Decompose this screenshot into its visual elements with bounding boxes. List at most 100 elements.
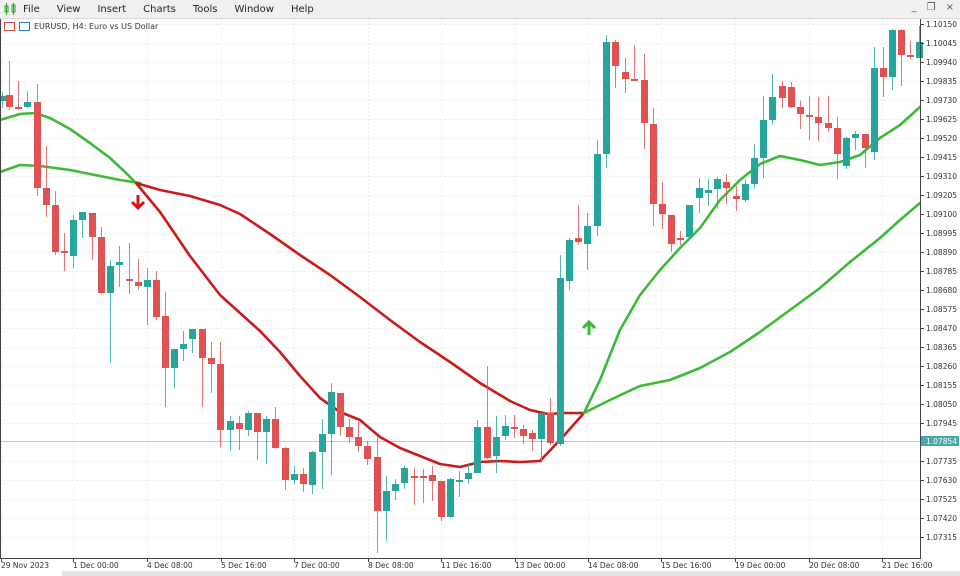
minimize-icon[interactable]: _ [911,2,917,13]
bearish-candle [520,425,527,444]
time-label: 4 Dec 08:00 [147,561,193,570]
time-label: 21 Dec 16:00 [882,561,933,570]
bullish-candle [79,212,86,238]
price-label: 1.10150 [926,20,957,29]
price-label: 1.08575 [926,305,957,314]
bearish-candle [898,29,905,86]
current-price-badge [921,436,959,446]
menu-window[interactable]: Window [234,3,274,15]
bullish-candle [144,268,151,325]
bearish-candle [779,81,786,108]
time-axis[interactable]: 29 Nov 2023 1 Dec 00:00 4 Dec 08:00 5 Dec 1… [1,558,933,570]
bullish-candle [751,144,758,189]
bullish-candle [107,260,114,363]
price-label: 1.08155 [926,381,957,390]
bearish-candle [438,481,445,521]
bearish-candle [282,447,289,490]
bearish-candle [199,329,206,407]
bearish-candle [254,413,261,460]
bearish-candle [153,271,160,320]
bearish-candle [15,81,22,110]
price-label: 1.08890 [926,248,957,257]
chart-type-icon [4,22,15,31]
price-label: 1.09835 [926,77,957,86]
bearish-candle [612,40,619,88]
price-label: 1.09625 [926,115,957,124]
bearish-candle [622,58,629,93]
time-label: 29 Nov 2023 [1,561,49,570]
bullish-candle [319,419,326,489]
signal-arrows [130,195,597,335]
bullish-candle [584,213,591,270]
bullish-candle [392,479,399,500]
bearish-candle [236,416,243,450]
bullish-candle [171,349,178,388]
bullish-candle [557,255,564,446]
price-label: 1.08470 [926,324,957,333]
bearish-candle [880,47,887,97]
price-label: 1.09205 [926,191,957,200]
bullish-candle [401,466,408,489]
restore-icon[interactable]: ❐ [926,2,936,13]
time-label: 1 Dec 00:00 [73,561,119,570]
bullish-candle [70,215,77,268]
price-label: 1.09310 [926,172,957,181]
menu-file[interactable]: File [23,3,40,15]
bearish-candle [135,259,142,290]
chart-title: EURUSD, H4: Euro vs US Dollar [4,22,158,31]
time-label: 11 Dec 16:00 [441,561,492,570]
bullish-candle [328,383,335,475]
price-label: 1.10045 [926,39,957,48]
bullish-candle [916,26,923,58]
bearish-candle [484,366,491,459]
bearish-candle [300,468,307,492]
bullish-candle [852,131,859,150]
price-label: 1.07315 [926,533,957,542]
bullish-candle [474,420,481,473]
bearish-candle [723,174,730,204]
price-label: 1.08365 [926,343,957,352]
menu-help[interactable]: Help [290,3,314,15]
price-label: 1.09730 [926,96,957,105]
menu-insert[interactable]: Insert [97,3,127,15]
moving-average-line [582,105,922,415]
bearish-candle [650,108,657,226]
menu-charts[interactable]: Charts [143,3,176,15]
menu-tools[interactable]: Tools [192,3,218,15]
current-price-label: 1.07854 [926,437,957,446]
price-axis[interactable]: 1.10150 1.10045 1.09940 1.09835 1.09730 1.096… [920,20,959,542]
bullish-candle [742,179,749,202]
price-label: 1.07735 [926,457,957,466]
bearish-candle [806,96,813,140]
price-label: 1.08785 [926,267,957,276]
bearish-candle [862,134,869,168]
bullish-candle [189,329,196,353]
moving-average-line [582,201,922,415]
time-label: 5 Dec 16:00 [221,561,267,570]
close-icon[interactable]: × [945,2,954,13]
moving-average-line [0,163,142,185]
bearish-candle [217,342,224,447]
chart-grid [0,19,920,558]
menu-view[interactable]: View [56,3,81,15]
bearish-candle [733,186,740,211]
app-logo-icon [3,3,17,15]
bullish-candle [603,35,610,168]
price-label: 1.09100 [926,210,957,219]
time-label: 7 Dec 00:00 [294,561,340,570]
bullish-candle [465,463,472,484]
price-label: 1.08050 [926,400,957,409]
bullish-candle [566,238,573,290]
menu-bar: File View Insert Charts Tools Window Hel… [0,0,960,19]
bearish-candle [162,292,169,407]
price-label: 1.08680 [926,286,957,295]
moving-average-line [134,181,586,469]
bullish-candle [760,96,767,178]
bearish-candle [272,407,279,449]
time-label: 15 Dec 16:00 [661,561,712,570]
bearish-candle [89,213,96,260]
bullish-candle [594,140,601,236]
bearish-candle [529,430,536,451]
chart-tab-eurusd[interactable] [0,571,62,576]
